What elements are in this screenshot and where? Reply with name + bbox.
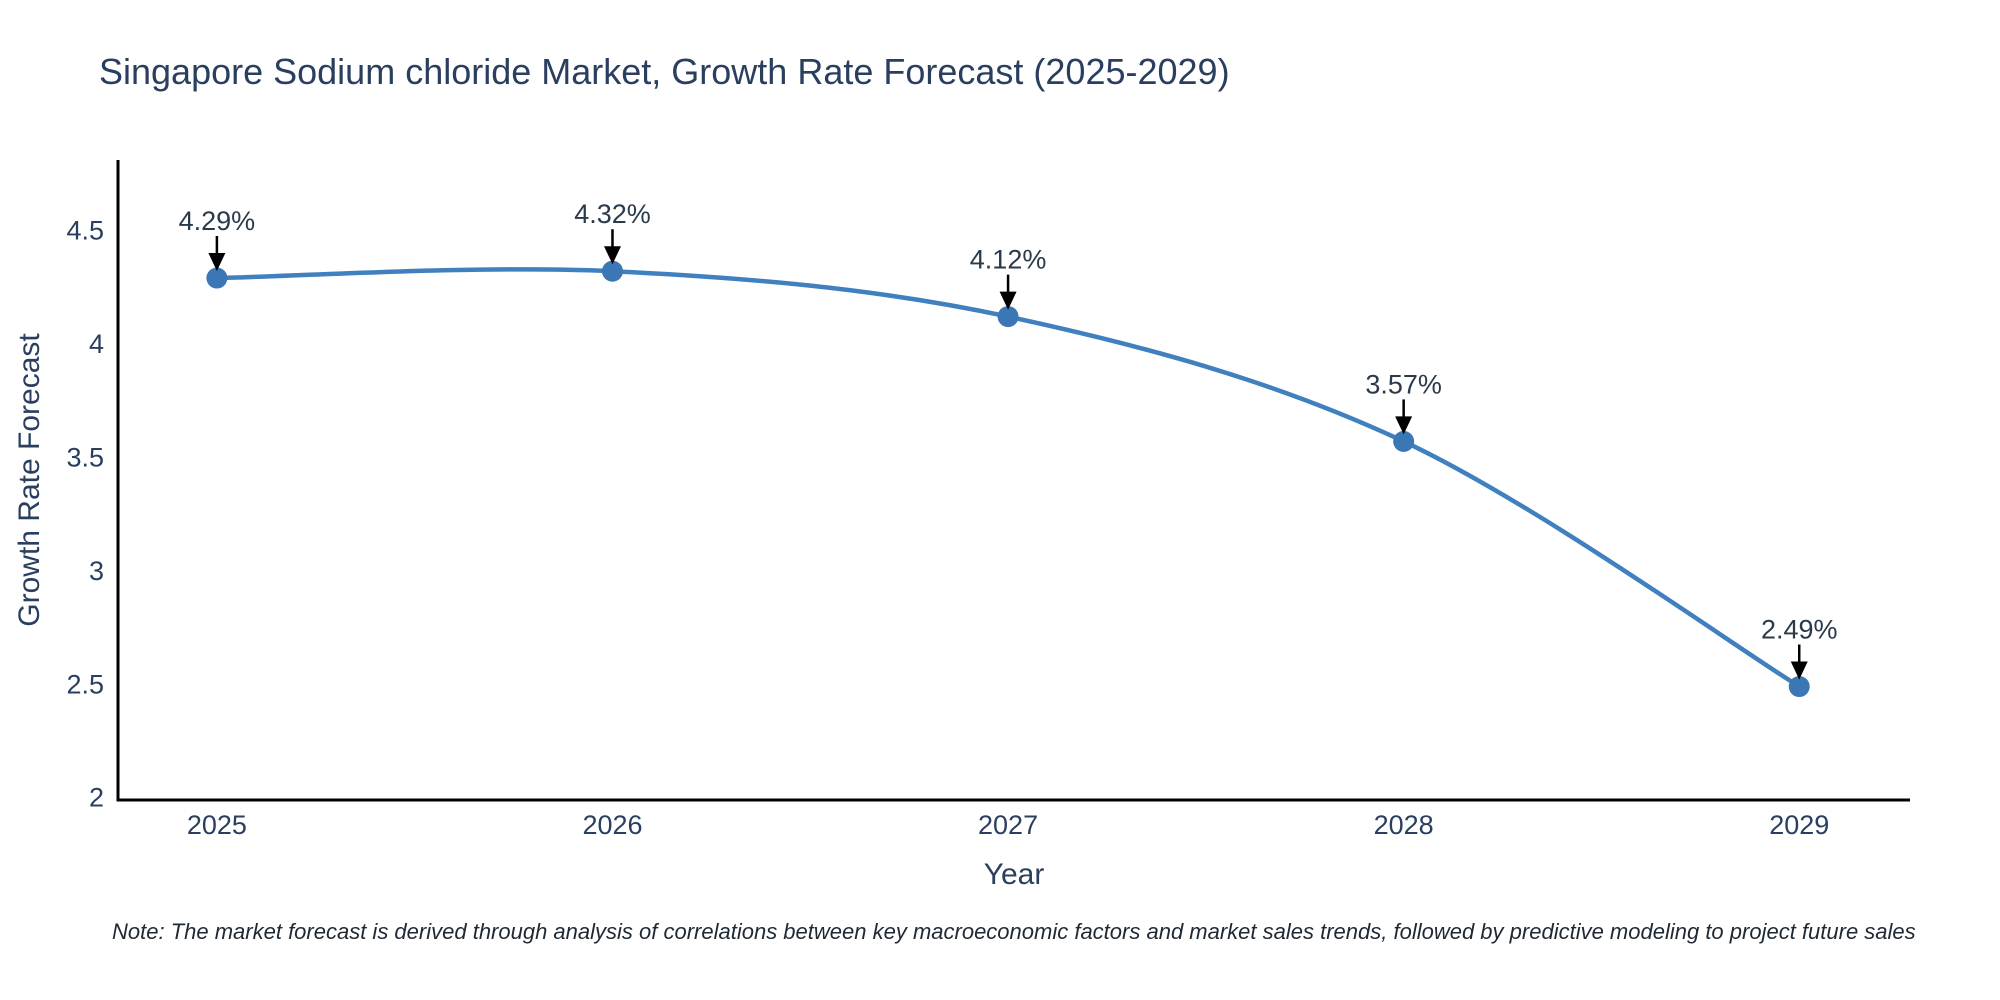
x-tick-label: 2026: [582, 810, 642, 840]
annotation-arrowhead-icon: [999, 291, 1017, 310]
chart-title: Singapore Sodium chloride Market, Growth…: [99, 51, 1230, 92]
y-tick-label: 4: [89, 329, 104, 359]
point-value-label: 2.49%: [1761, 615, 1838, 645]
data-point-2028: [1393, 430, 1415, 452]
y-tick-label: 3.5: [66, 442, 104, 472]
annotation-arrowhead-icon: [208, 253, 226, 272]
x-tick-label: 2027: [978, 810, 1038, 840]
point-value-label: 4.12%: [970, 245, 1047, 275]
y-tick-label: 3: [89, 556, 104, 586]
annotation-arrowhead-icon: [1790, 661, 1808, 680]
point-value-label: 4.32%: [574, 199, 651, 229]
y-tick-label: 2.5: [66, 669, 104, 699]
y-tick-label: 2: [89, 783, 104, 813]
x-tick-label: 2025: [187, 810, 247, 840]
annotation-arrowhead-icon: [603, 246, 621, 265]
x-axis-title: Year: [983, 858, 1045, 891]
data-point-2029: [1788, 676, 1810, 698]
data-point-2026: [601, 260, 623, 282]
point-value-label: 3.57%: [1365, 369, 1442, 399]
y-axis-title: Growth Rate Forecast: [13, 333, 46, 627]
x-tick-label: 2029: [1769, 810, 1829, 840]
data-point-2025: [206, 267, 228, 289]
y-tick-label: 4.5: [66, 215, 104, 245]
trend-line: [214, 267, 1802, 689]
point-value-label: 4.29%: [179, 206, 256, 236]
x-tick-label: 2028: [1374, 810, 1434, 840]
footnote: Note: The market forecast is derived thr…: [112, 919, 1916, 944]
data-point-2027: [997, 306, 1019, 328]
annotation-arrowhead-icon: [1395, 416, 1413, 435]
